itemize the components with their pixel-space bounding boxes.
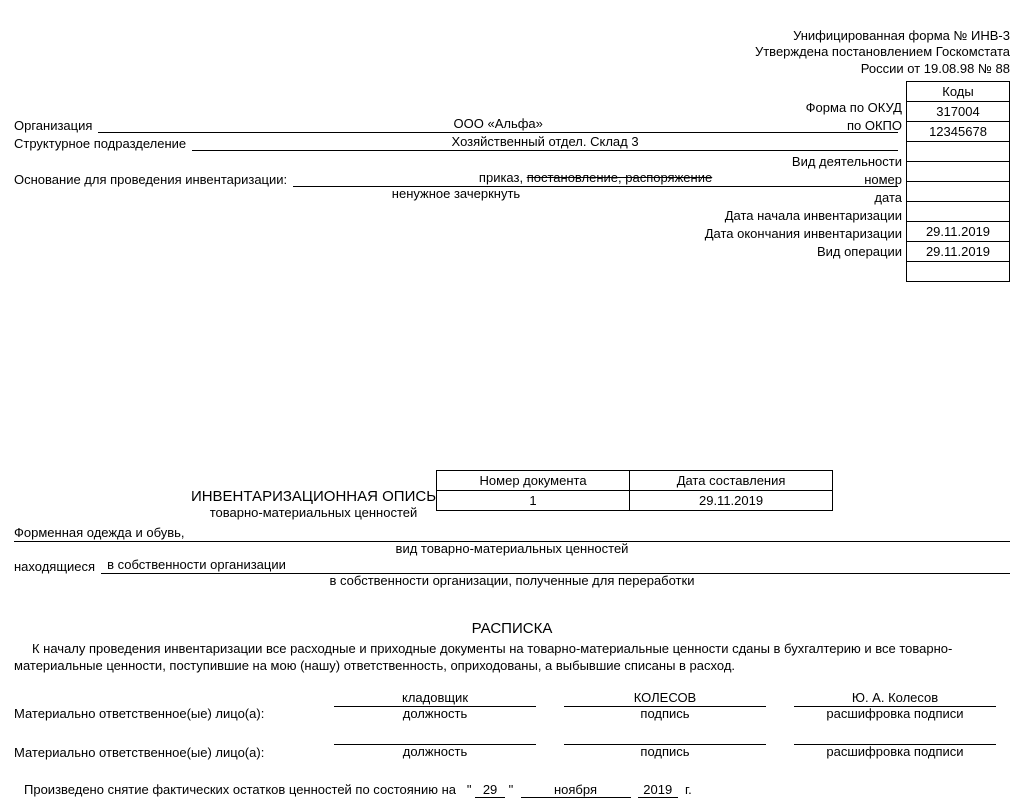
goods-line1-hint: вид товарно-материальных ценностей bbox=[14, 542, 1010, 556]
sig-name: Ю. А. Колесов bbox=[794, 689, 996, 707]
mini-value: 1 bbox=[437, 490, 630, 510]
sig-row: Материально ответственное(ые) лицо(а): д… bbox=[14, 727, 1010, 759]
codes-label: Дата окончания инвентаризации bbox=[705, 225, 902, 243]
goods-line2-label: находящиеся bbox=[14, 559, 101, 574]
goods-line2-value: в собственности организации bbox=[101, 556, 1010, 574]
sig-pos-hint: должность bbox=[334, 707, 536, 721]
codes-title: Коды bbox=[907, 81, 1010, 101]
sig-pos: кладовщик bbox=[334, 689, 536, 707]
mini-header: Номер документа bbox=[437, 470, 630, 490]
doc-title-block: ИНВЕНТАРИЗАЦИОННАЯ ОПИСЬ товарно-материа… bbox=[191, 470, 436, 520]
basis-value: приказ, постановление, распоряжение bbox=[293, 169, 898, 187]
codes-value bbox=[907, 201, 1010, 221]
header-line3: России от 19.08.98 № 88 bbox=[14, 61, 1010, 77]
sig-label: Материально ответственное(ые) лицо(а): bbox=[14, 706, 320, 721]
sig-sign bbox=[564, 727, 766, 745]
codes-value: 29.11.2019 bbox=[907, 221, 1010, 241]
codes-label: Дата начала инвентаризации bbox=[705, 207, 902, 225]
org-value: ООО «Альфа» bbox=[98, 115, 898, 133]
doc-title: ИНВЕНТАРИЗАЦИОННАЯ ОПИСЬ bbox=[191, 488, 436, 505]
sig-pos bbox=[334, 727, 536, 745]
sig-row: Материально ответственное(ые) лицо(а): к… bbox=[14, 689, 1010, 721]
header-line1: Унифицированная форма № ИНВ-3 bbox=[14, 28, 1010, 44]
date-prefix: Произведено снятие фактических остатков … bbox=[24, 782, 456, 797]
receipt-title: РАСПИСКА bbox=[14, 620, 1010, 637]
dept-value: Хозяйственный отдел. Склад 3 bbox=[192, 133, 898, 151]
date-year-suffix: г. bbox=[685, 782, 692, 797]
mini-value: 29.11.2019 bbox=[630, 490, 833, 510]
date-year: 2019 bbox=[638, 782, 678, 798]
codes-value: 29.11.2019 bbox=[907, 241, 1010, 261]
header-line2: Утверждена постановлением Госкомстата bbox=[14, 44, 1010, 60]
sig-name bbox=[794, 727, 996, 745]
org-label: Организация bbox=[14, 118, 98, 133]
date-line: Произведено снятие фактических остатков … bbox=[14, 782, 1010, 798]
doc-mini-table: Номер документа Дата составления 1 29.11… bbox=[436, 470, 833, 511]
codes-value bbox=[907, 261, 1010, 281]
doc-subtitle: товарно-материальных ценностей bbox=[191, 505, 436, 520]
fields-area: Организация ООО «Альфа» Структурное подр… bbox=[14, 115, 1010, 201]
codes-label: Вид операции bbox=[705, 243, 902, 261]
dept-label: Структурное подразделение bbox=[14, 136, 192, 151]
sig-name-hint: расшифровка подписи bbox=[794, 745, 996, 759]
form-header: Унифицированная форма № ИНВ-3 Утверждена… bbox=[14, 28, 1010, 77]
date-month: ноября bbox=[521, 782, 631, 798]
basis-label: Основание для проведения инвентаризации: bbox=[14, 172, 293, 187]
mini-header: Дата составления bbox=[630, 470, 833, 490]
sig-sign: КОЛЕСОВ bbox=[564, 689, 766, 707]
sig-sign-hint: подпись bbox=[564, 707, 766, 721]
sig-pos-hint: должность bbox=[334, 745, 536, 759]
sig-name-hint: расшифровка подписи bbox=[794, 707, 996, 721]
basis-pre: приказ, bbox=[479, 170, 527, 185]
date-day: 29 bbox=[475, 782, 505, 798]
sig-label: Материально ответственное(ые) лицо(а): bbox=[14, 745, 320, 760]
receipt-text: К началу проведения инвентаризации все р… bbox=[14, 641, 1010, 675]
sig-sign-hint: подпись bbox=[564, 745, 766, 759]
goods-line2-hint: в собственности организации, полученные … bbox=[14, 574, 1010, 588]
goods-line1: Форменная одежда и обувь, bbox=[14, 524, 1010, 542]
basis-hint: ненужное зачеркнуть bbox=[14, 187, 898, 201]
basis-strike: постановление, распоряжение bbox=[527, 170, 713, 185]
